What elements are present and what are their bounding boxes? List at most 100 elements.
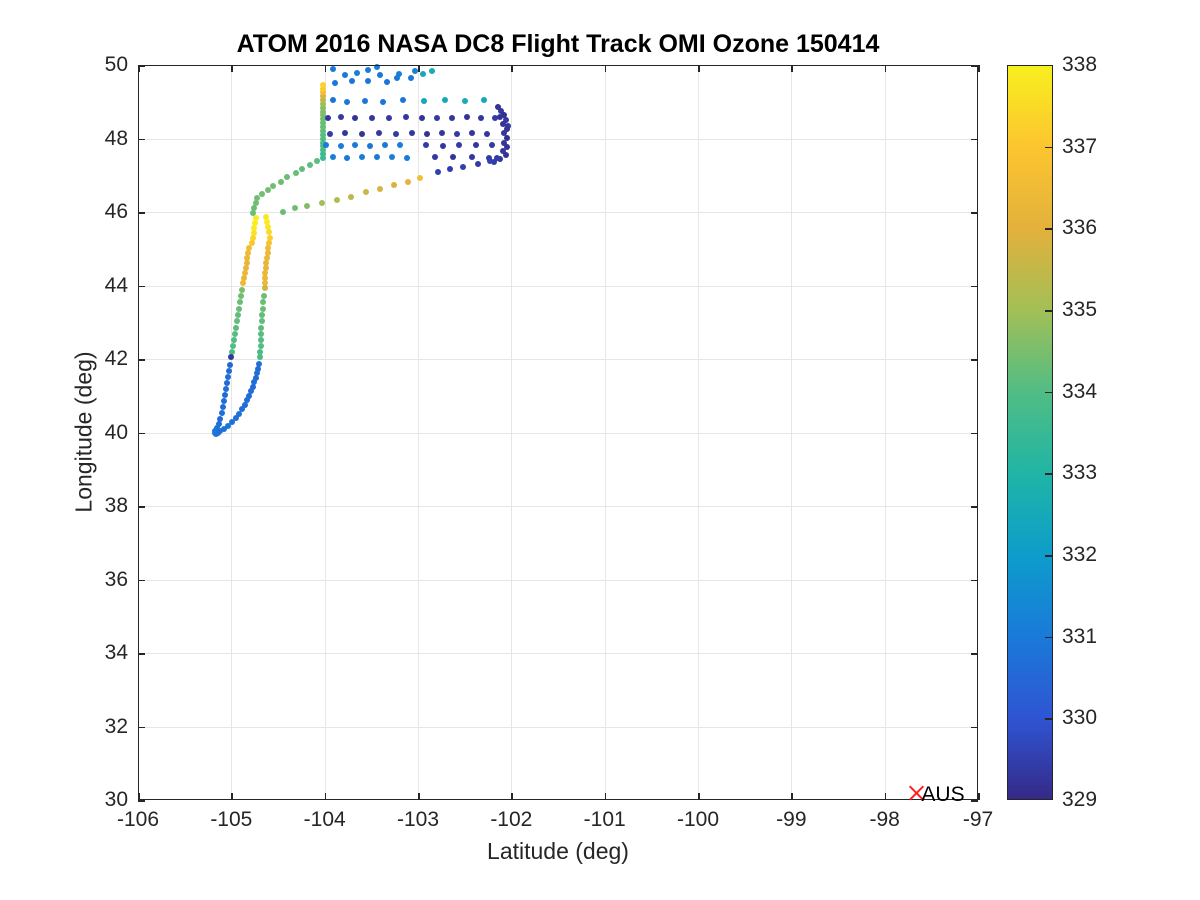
data-point — [246, 393, 253, 400]
data-point — [260, 306, 267, 313]
data-point — [359, 130, 365, 137]
data-point — [216, 421, 223, 428]
y-tickmark-right — [971, 212, 978, 214]
aus-label: AUS — [921, 783, 965, 807]
data-point — [416, 175, 423, 182]
data-point — [344, 154, 351, 161]
y-tick-label: 42 — [104, 347, 128, 370]
data-point — [392, 130, 399, 137]
data-point — [264, 250, 271, 257]
data-point — [380, 99, 387, 106]
colorbar-tickmark — [1045, 391, 1052, 394]
gridline-horizontal — [138, 138, 978, 140]
colorbar-tick-label: 336 — [1062, 216, 1098, 240]
data-point — [319, 85, 326, 92]
y-tickmark-right — [971, 138, 978, 140]
colorbar — [1007, 65, 1053, 800]
y-tick-label: 32 — [104, 714, 128, 738]
data-point — [354, 70, 361, 77]
data-point — [247, 387, 254, 394]
data-point — [325, 114, 332, 121]
data-point — [404, 178, 411, 185]
gridline-horizontal — [138, 432, 978, 434]
data-point — [250, 379, 257, 386]
data-point — [420, 98, 427, 104]
data-point — [461, 98, 468, 104]
data-point — [263, 254, 270, 261]
data-point — [502, 117, 509, 124]
y-tickmark-right — [971, 359, 978, 361]
y-tickmark — [138, 432, 145, 434]
x-tick-label: -100 — [676, 808, 720, 831]
data-point — [459, 164, 466, 171]
data-point — [291, 204, 298, 211]
data-point — [481, 97, 488, 104]
data-point — [352, 114, 359, 121]
data-point — [233, 318, 240, 325]
gridline-horizontal — [138, 506, 978, 507]
colorbar-tickmark — [1045, 146, 1052, 149]
data-point — [491, 114, 498, 121]
colorbar-tick-label: 331 — [1062, 624, 1098, 648]
x-tickmark — [231, 793, 233, 800]
data-point — [373, 63, 380, 70]
data-point — [400, 97, 407, 104]
data-point — [266, 235, 273, 242]
colorbar-tick-label: 330 — [1062, 706, 1098, 730]
data-point — [260, 299, 267, 306]
colorbar-tickmark — [1045, 636, 1052, 639]
data-point — [503, 135, 510, 142]
data-point — [255, 365, 262, 372]
y-tickmark — [138, 212, 145, 214]
data-point — [220, 425, 227, 432]
data-point — [337, 114, 344, 121]
y-tickmark — [138, 359, 145, 361]
data-point — [252, 375, 259, 382]
colorbar-tickmark — [1045, 473, 1052, 475]
data-point — [252, 200, 259, 207]
data-point — [319, 120, 326, 127]
data-point — [319, 81, 326, 88]
data-point — [488, 141, 495, 148]
data-point — [244, 260, 251, 267]
data-point — [319, 150, 326, 157]
x-tick-label: -97 — [962, 808, 994, 831]
data-point — [235, 411, 242, 418]
data-point — [261, 285, 268, 292]
data-point — [361, 97, 368, 104]
data-point — [497, 113, 504, 120]
data-point — [252, 214, 259, 221]
data-point — [484, 130, 491, 137]
y-tick-label: 48 — [104, 126, 128, 150]
axes-box — [138, 65, 978, 800]
x-tickmark-top — [884, 65, 887, 72]
colorbar-tickmark — [1045, 555, 1052, 557]
data-point — [262, 260, 269, 267]
data-point — [376, 185, 383, 192]
data-point — [220, 397, 227, 404]
data-point — [319, 127, 326, 134]
colorbar-tick-label: 334 — [1062, 379, 1098, 403]
data-point — [367, 142, 374, 149]
data-point — [242, 401, 249, 408]
x-tickmark-top — [698, 65, 700, 72]
data-point — [423, 142, 430, 149]
data-point — [234, 311, 241, 318]
data-point — [224, 422, 231, 429]
colorbar-tickmark — [1045, 718, 1052, 720]
y-tickmark-right — [971, 432, 978, 434]
data-point — [494, 154, 501, 161]
data-point — [221, 392, 228, 398]
data-point — [319, 154, 326, 161]
gridline-horizontal — [138, 726, 978, 728]
data-point — [240, 279, 247, 286]
data-point — [223, 379, 230, 386]
colorbar-tick-label: 335 — [1062, 298, 1098, 321]
x-tickmark — [791, 793, 793, 800]
data-point — [402, 114, 409, 121]
y-tick-label: 36 — [104, 567, 128, 591]
y-tick-label: 34 — [104, 641, 128, 664]
data-point — [490, 159, 497, 166]
data-point — [248, 239, 255, 246]
data-point — [344, 99, 351, 106]
